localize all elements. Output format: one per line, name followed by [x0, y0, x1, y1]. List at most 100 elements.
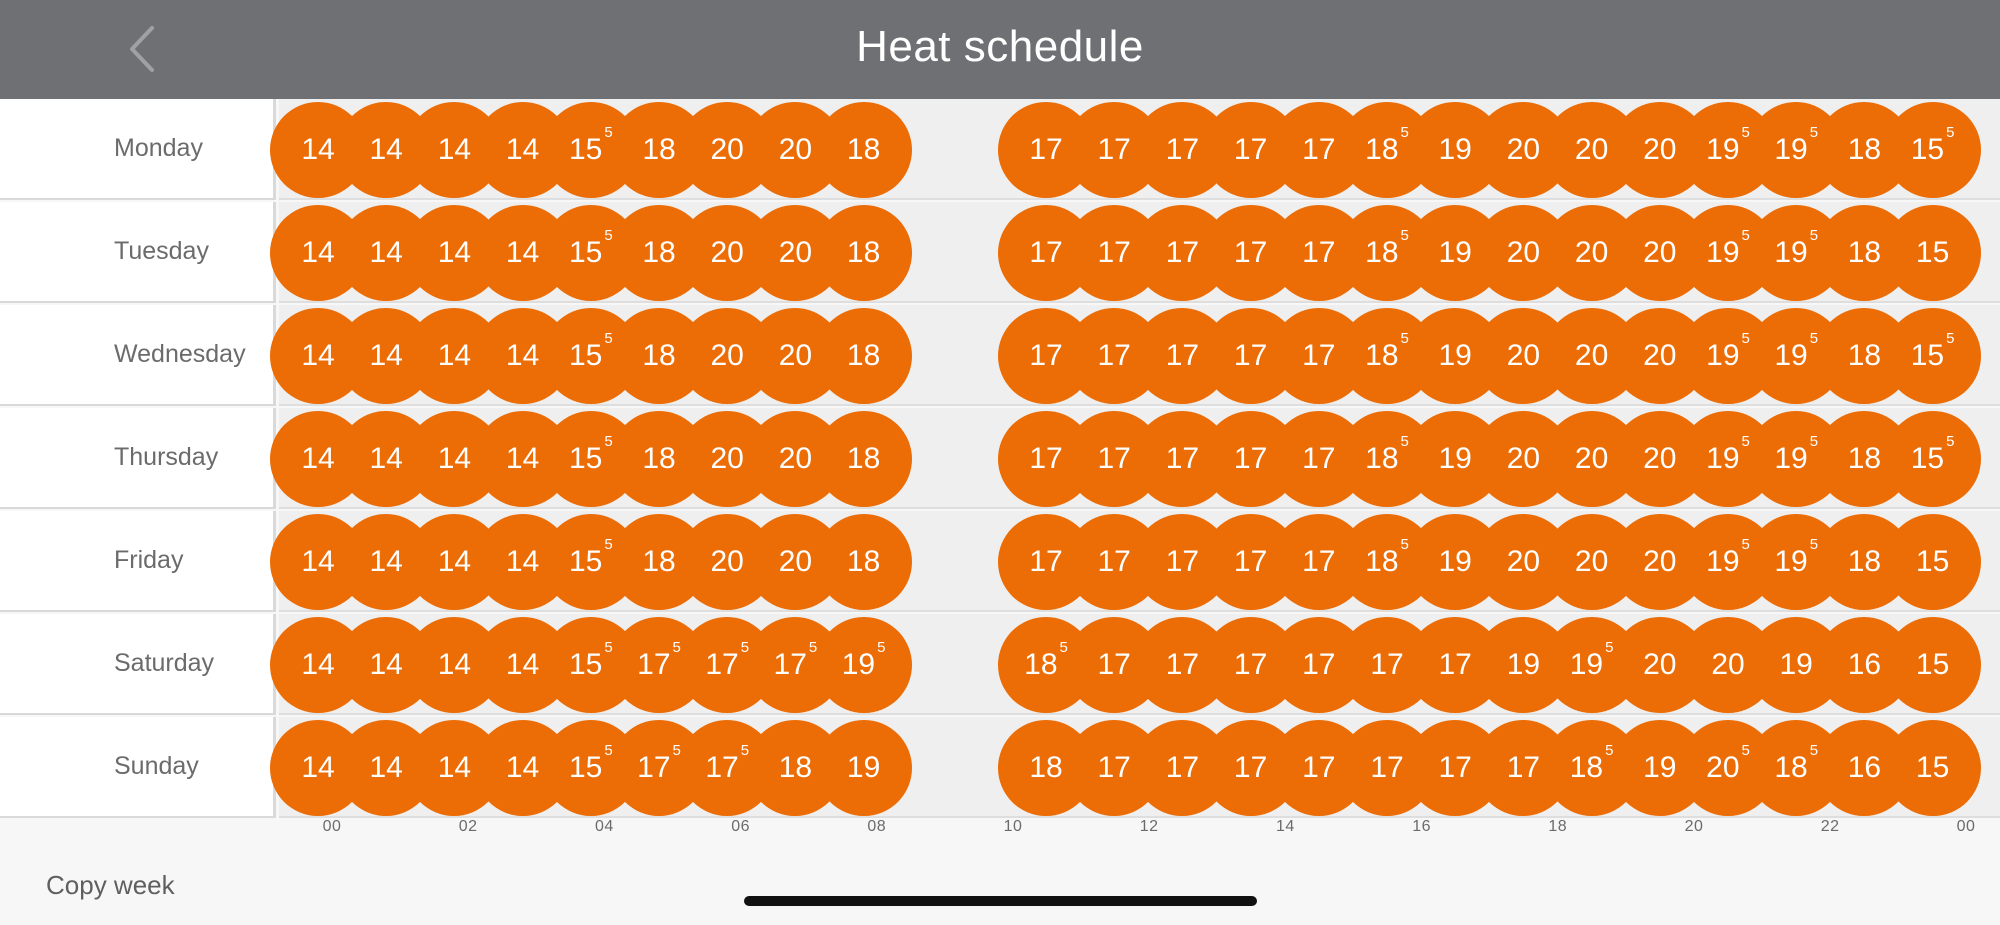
temperature-value: 18: [778, 751, 813, 784]
temperature-value: 17: [705, 648, 739, 681]
temperature-value: 14: [301, 648, 335, 681]
temperature-value: 17: [1029, 545, 1063, 578]
temperature-slot[interactable]: 195: [815, 617, 912, 713]
temperature-value: 20: [1506, 133, 1541, 166]
temperature-value: 15: [1910, 442, 1945, 475]
temperature-value: 18: [846, 339, 881, 372]
temperature-half-degree: 5: [740, 742, 750, 759]
temperature-value: 20: [778, 339, 813, 372]
temperature-value: 18: [846, 545, 881, 578]
temperature-slot[interactable]: 18: [815, 205, 912, 301]
temperature-value: 20: [778, 133, 813, 166]
temperature-value: 20: [710, 442, 744, 475]
temperature-slot[interactable]: 18: [815, 102, 912, 198]
temperature-half-degree: 5: [604, 536, 613, 553]
temperature-slot[interactable]: 18: [815, 514, 912, 610]
temperature-value: 20: [1706, 751, 1740, 784]
copy-week-button[interactable]: Copy week: [46, 870, 175, 900]
temperature-value: 18: [1847, 236, 1882, 269]
temperature-half-degree: 5: [604, 330, 613, 347]
temperature-value: 14: [369, 442, 403, 475]
temperature-value: 20: [1506, 236, 1541, 269]
temperature-value: 19: [1706, 545, 1740, 578]
day-label: Saturday: [0, 614, 276, 715]
temperature-slot[interactable]: 18: [815, 308, 912, 404]
temperature-value: 18: [1024, 648, 1058, 681]
temperature-half-degree: 5: [1741, 536, 1750, 553]
temperature-half-degree: 5: [1741, 433, 1750, 450]
temperature-value: 14: [505, 339, 540, 372]
temperature-half-degree: 5: [1809, 536, 1819, 553]
temperature-value: 19: [1774, 442, 1808, 475]
temperature-value: 19: [1438, 133, 1472, 166]
temperature-value: 19: [846, 751, 881, 784]
temperature-value: 17: [1029, 133, 1063, 166]
temperature-value: 18: [1365, 339, 1399, 372]
temperature-slot[interactable]: 19: [815, 720, 912, 816]
temperature-value: 15: [1915, 751, 1950, 784]
back-button[interactable]: [118, 24, 168, 74]
temperature-value: 14: [505, 442, 540, 475]
temperature-value: 18: [1847, 133, 1882, 166]
temperature-value: 17: [1302, 442, 1336, 475]
temperature-value: 15: [568, 236, 603, 269]
temperature-half-degree: 5: [1400, 536, 1409, 553]
temperature-value: 20: [1643, 648, 1677, 681]
time-tick-label: 02: [458, 818, 478, 835]
temperature-value: 20: [1506, 545, 1541, 578]
temperature-value: 19: [1506, 648, 1541, 681]
temperature-value: 14: [301, 442, 335, 475]
temperature-half-degree: 5: [1400, 433, 1409, 450]
temperature-value: 14: [437, 751, 472, 784]
temperature-value: 17: [1097, 339, 1131, 372]
temperature-value: 20: [1643, 442, 1677, 475]
temperature-slot[interactable]: 155: [1884, 102, 1981, 198]
temperature-slot[interactable]: 15: [1884, 720, 1981, 816]
temperature-value: 17: [705, 751, 739, 784]
temperature-value: 17: [1302, 648, 1336, 681]
temperature-value: 20: [1643, 236, 1677, 269]
time-tick-label: 00: [1956, 818, 1976, 835]
temperature-half-degree: 5: [1946, 433, 1955, 450]
temperature-value: 18: [1774, 751, 1808, 784]
temperature-value: 17: [1233, 751, 1268, 784]
temperature-slot[interactable]: 155: [1884, 411, 1981, 507]
temperature-half-degree: 5: [604, 433, 613, 450]
temperature-value: 17: [1302, 751, 1336, 784]
schedule-row-saturday: Saturday 14 14 14 14 155 175 175 175 195 185 17 17 17…: [0, 614, 2000, 715]
temperature-half-degree: 5: [1809, 742, 1819, 759]
temperature-value: 20: [778, 545, 813, 578]
temperature-value: 18: [1847, 339, 1882, 372]
temperature-value: 19: [1438, 545, 1472, 578]
schedule-row-friday: Friday 14 14 14 14 155 18 20 20 18 17 17 17 17 17 185 19…: [0, 511, 2000, 612]
temperature-value: 15: [568, 751, 603, 784]
time-tick-label: 00: [322, 818, 342, 835]
time-tick-label: 06: [731, 818, 750, 835]
temperature-value: 19: [1706, 133, 1740, 166]
temperature-value: 17: [1029, 339, 1063, 372]
temperature-value: 20: [710, 545, 744, 578]
temperature-value: 18: [1569, 751, 1604, 784]
temperature-value: 17: [1438, 648, 1472, 681]
temperature-slot[interactable]: 155: [1884, 308, 1981, 404]
temperature-slot[interactable]: 15: [1884, 205, 1981, 301]
temperature-value: 17: [1302, 133, 1336, 166]
temperature-value: 19: [1569, 648, 1604, 681]
day-label: Monday: [0, 99, 276, 200]
temperature-value: 14: [369, 236, 403, 269]
temperature-slot[interactable]: 15: [1884, 617, 1981, 713]
temperature-value: 18: [1847, 442, 1882, 475]
temperature-slot[interactable]: 17: [1134, 411, 1231, 507]
temperature-value: 20: [1574, 339, 1609, 372]
temperature-half-degree: 5: [1059, 639, 1068, 656]
temperature-value: 18: [642, 545, 676, 578]
temperature-value: 15: [1915, 648, 1950, 681]
temperature-slot[interactable]: 15: [1884, 514, 1981, 610]
temperature-half-degree: 5: [1741, 330, 1750, 347]
temperature-half-degree: 5: [1605, 639, 1614, 656]
temperature-slot[interactable]: 18: [815, 411, 912, 507]
temperature-half-degree: 5: [1741, 742, 1750, 759]
temperature-value: 19: [1774, 133, 1808, 166]
temperature-value: 16: [1847, 751, 1882, 784]
temperature-half-degree: 5: [1400, 227, 1409, 244]
